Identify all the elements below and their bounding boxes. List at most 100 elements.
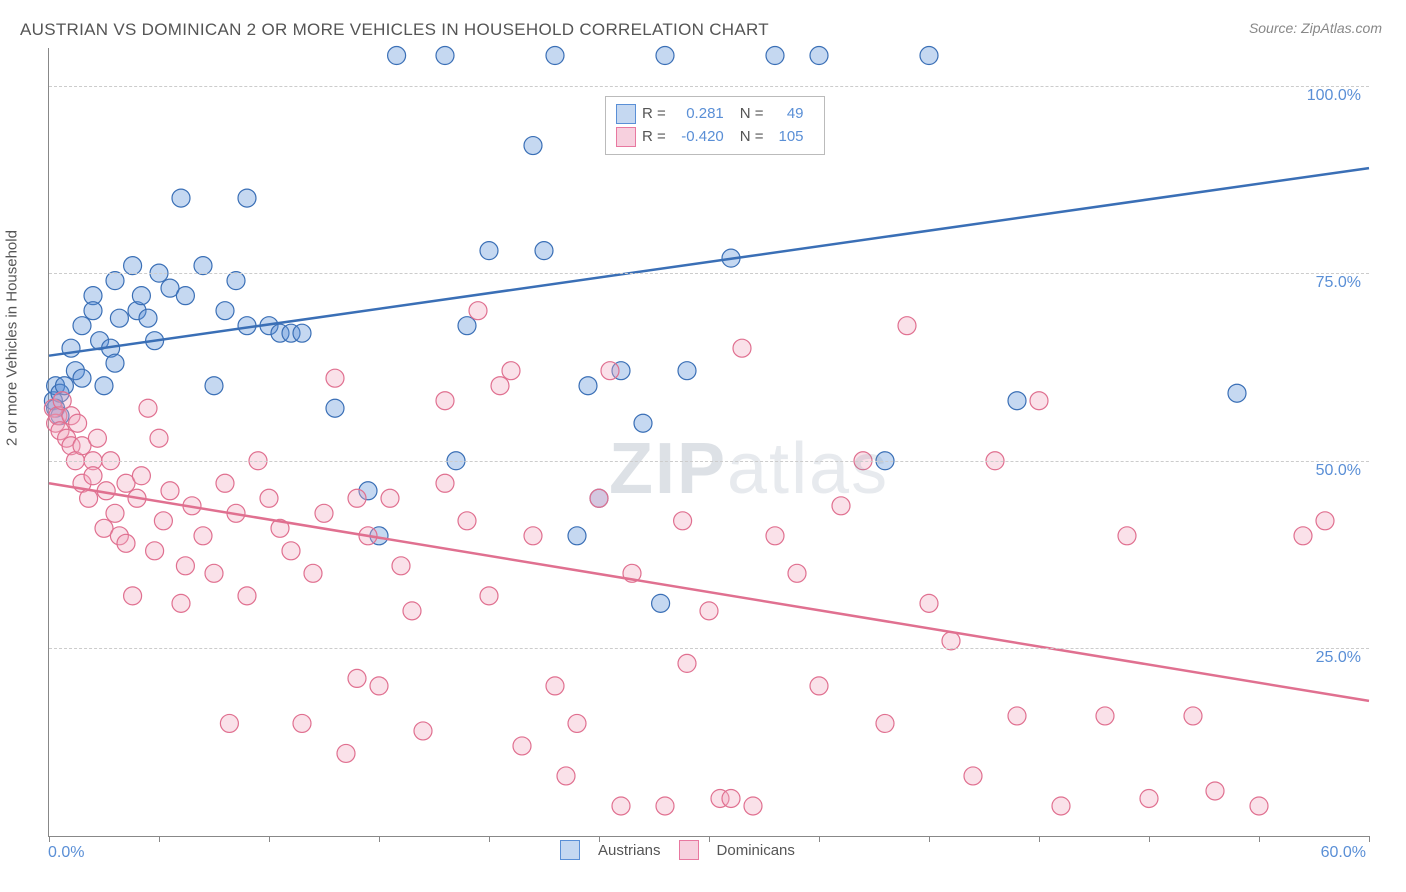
data-point	[590, 489, 608, 507]
data-point	[370, 677, 388, 695]
data-point	[337, 744, 355, 762]
data-point	[1052, 797, 1070, 815]
data-point	[84, 302, 102, 320]
data-point	[238, 189, 256, 207]
data-point	[260, 489, 278, 507]
data-point	[106, 354, 124, 372]
data-point	[88, 429, 106, 447]
data-point	[150, 429, 168, 447]
data-point	[656, 797, 674, 815]
data-point	[436, 392, 454, 410]
data-point	[634, 414, 652, 432]
gridline	[49, 86, 1369, 87]
data-point	[216, 474, 234, 492]
bottom-legend: Austrians Dominicans	[560, 840, 795, 860]
stats-legend: R = 0.281 N = 49 R = -0.420 N = 105	[605, 96, 825, 155]
data-point	[124, 257, 142, 275]
source-attribution: Source: ZipAtlas.com	[1249, 20, 1382, 36]
x-tick	[269, 836, 270, 842]
data-point	[110, 309, 128, 327]
data-point	[674, 512, 692, 530]
data-point	[117, 534, 135, 552]
chart-svg	[49, 48, 1369, 836]
data-point	[942, 632, 960, 650]
data-point	[1008, 392, 1026, 410]
y-axis-label: 2 or more Vehicles in Household	[4, 230, 21, 446]
data-point	[524, 527, 542, 545]
data-point	[315, 504, 333, 522]
data-point	[69, 414, 87, 432]
y-tick-label: 100.0%	[1307, 87, 1361, 105]
data-point	[194, 257, 212, 275]
stats-row-austrians: R = 0.281 N = 49	[616, 103, 814, 126]
data-point	[766, 47, 784, 65]
data-point	[227, 272, 245, 290]
data-point	[546, 677, 564, 695]
data-point	[84, 467, 102, 485]
data-point	[1316, 512, 1334, 530]
data-point	[491, 377, 509, 395]
data-point	[579, 377, 597, 395]
swatch-blue-icon	[616, 104, 636, 124]
data-point	[194, 527, 212, 545]
data-point	[1008, 707, 1026, 725]
x-axis-min-label: 0.0%	[48, 844, 84, 862]
data-point	[205, 564, 223, 582]
x-tick	[489, 836, 490, 842]
data-point	[513, 737, 531, 755]
data-point	[480, 587, 498, 605]
data-point	[95, 377, 113, 395]
data-point	[326, 399, 344, 417]
x-tick	[819, 836, 820, 842]
data-point	[744, 797, 762, 815]
data-point	[172, 594, 190, 612]
swatch-pink-icon	[616, 127, 636, 147]
x-tick	[1149, 836, 1150, 842]
data-point	[348, 669, 366, 687]
data-point	[832, 497, 850, 515]
x-tick	[379, 836, 380, 842]
legend-label-dominicans: Dominicans	[717, 842, 795, 859]
data-point	[176, 287, 194, 305]
data-point	[810, 47, 828, 65]
data-point	[293, 324, 311, 342]
data-point	[403, 602, 421, 620]
chart-title: AUSTRIAN VS DOMINICAN 2 OR MORE VEHICLES…	[20, 20, 769, 40]
data-point	[73, 369, 91, 387]
data-point	[458, 512, 476, 530]
data-point	[1140, 789, 1158, 807]
data-point	[154, 512, 172, 530]
legend-label-austrians: Austrians	[598, 842, 661, 859]
data-point	[733, 339, 751, 357]
data-point	[1250, 797, 1268, 815]
y-tick-label: 25.0%	[1316, 649, 1361, 667]
data-point	[304, 564, 322, 582]
data-point	[436, 474, 454, 492]
data-point	[1118, 527, 1136, 545]
data-point	[524, 137, 542, 155]
data-point	[898, 317, 916, 335]
x-tick	[159, 836, 160, 842]
data-point	[964, 767, 982, 785]
swatch-pink-icon	[679, 840, 699, 860]
data-point	[469, 302, 487, 320]
data-point	[392, 557, 410, 575]
data-point	[546, 47, 564, 65]
data-point	[220, 714, 238, 732]
data-point	[601, 362, 619, 380]
data-point	[535, 242, 553, 260]
data-point	[568, 527, 586, 545]
y-tick-label: 50.0%	[1316, 462, 1361, 480]
data-point	[132, 467, 150, 485]
data-point	[1206, 782, 1224, 800]
data-point	[1294, 527, 1312, 545]
data-point	[348, 489, 366, 507]
stats-row-dominicans: R = -0.420 N = 105	[616, 126, 814, 149]
data-point	[557, 767, 575, 785]
data-point	[172, 189, 190, 207]
data-point	[106, 504, 124, 522]
data-point	[436, 47, 454, 65]
data-point	[568, 714, 586, 732]
data-point	[678, 362, 696, 380]
data-point	[388, 47, 406, 65]
